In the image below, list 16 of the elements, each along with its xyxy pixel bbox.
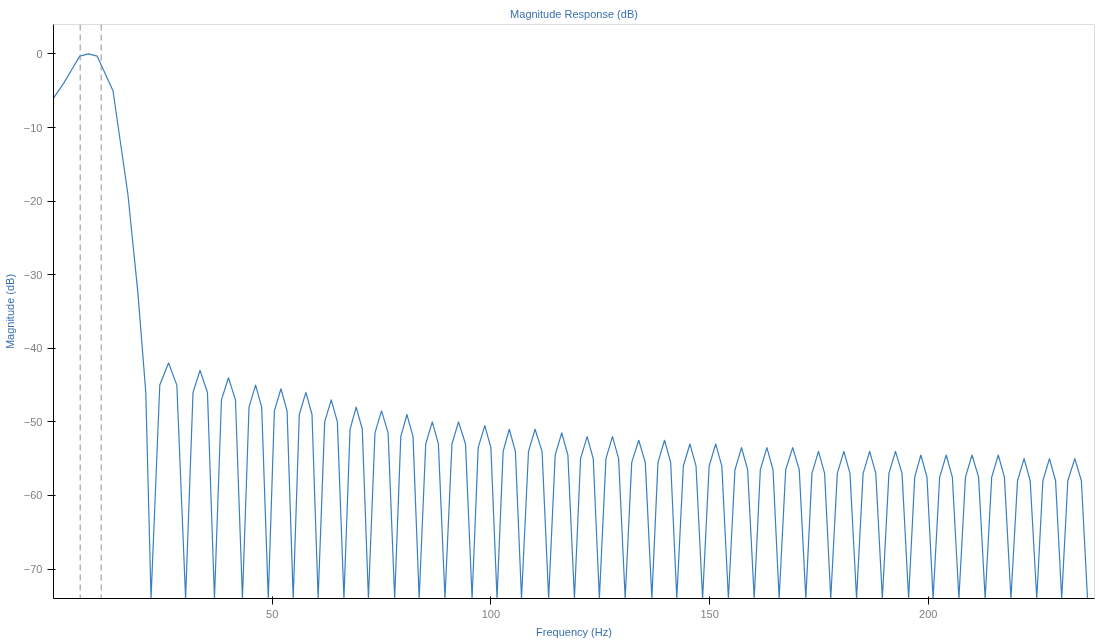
y-tick-label: −10 <box>23 121 43 134</box>
x-tick-label: 150 <box>700 607 719 620</box>
y-tick-label: −60 <box>23 489 43 502</box>
y-tick-label: −20 <box>23 195 43 208</box>
y-tick-label: 0 <box>36 47 43 60</box>
x-tick-label: 200 <box>919 607 938 620</box>
x-tick-label: 50 <box>266 607 279 620</box>
line-series <box>53 53 1089 599</box>
y-tick-label: −70 <box>23 563 43 576</box>
y-tick-label: −40 <box>23 342 43 355</box>
chart-title: Magnitude Response (dB) <box>510 7 638 20</box>
y-axis-title: Magnitude (dB) <box>3 273 16 350</box>
x-axis-title: Frequency (Hz) <box>536 625 612 638</box>
y-tick-label: −50 <box>23 415 43 428</box>
x-tick-label: 100 <box>481 607 501 620</box>
y-tick-label: −30 <box>23 268 43 281</box>
